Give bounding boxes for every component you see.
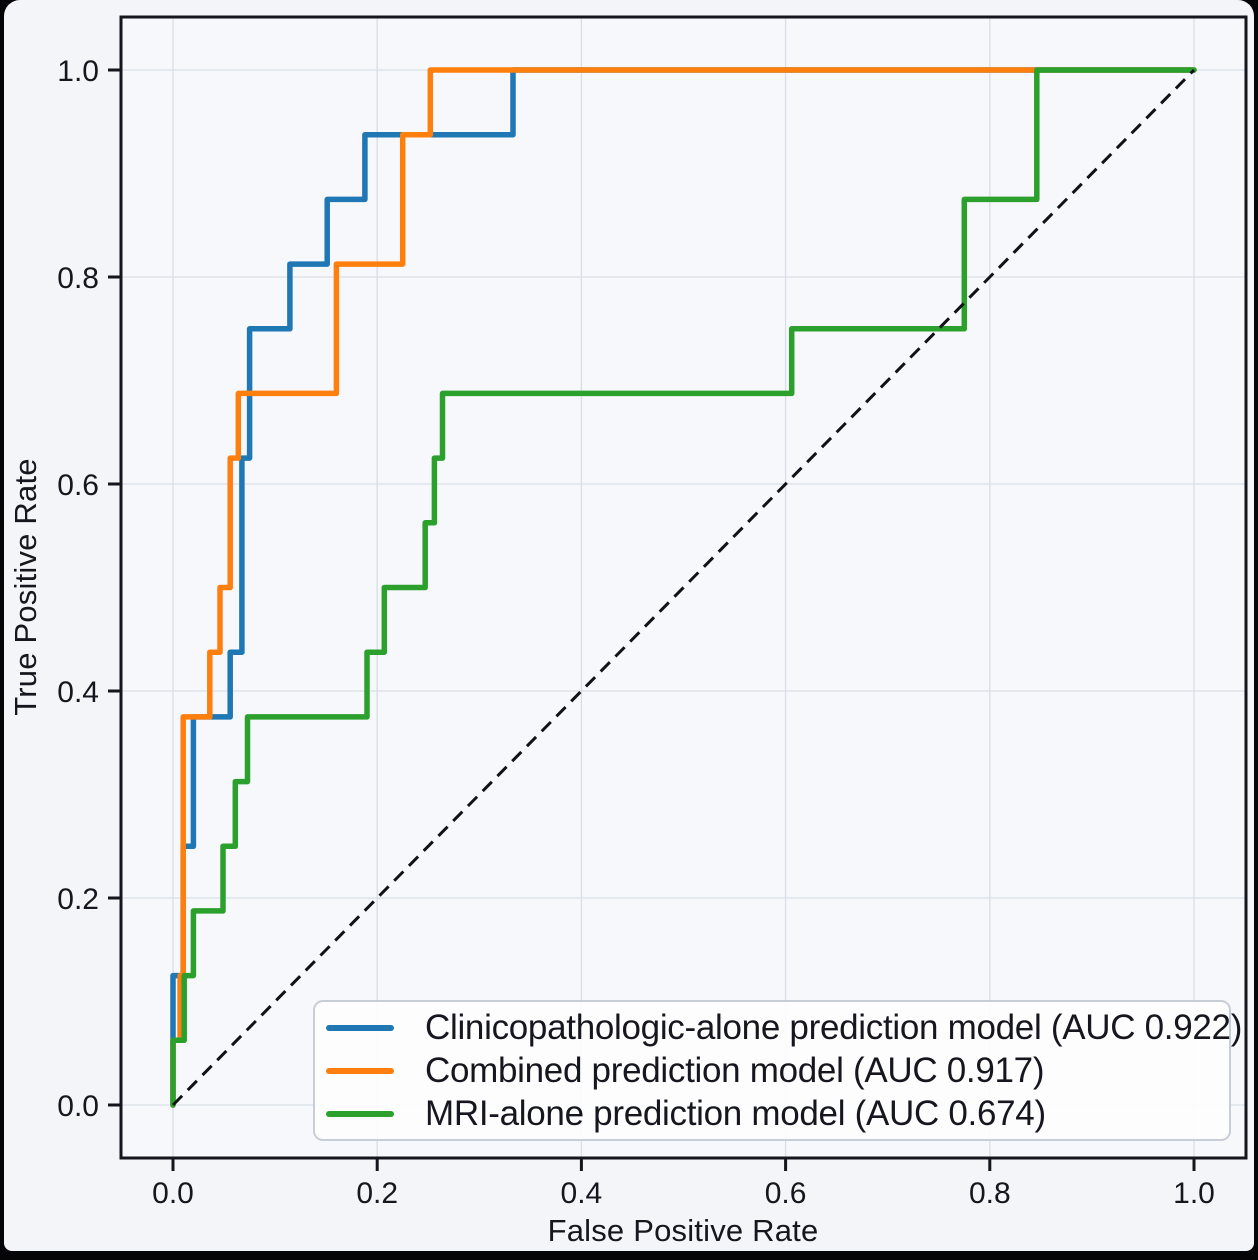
tick-label: 0.2 — [57, 883, 99, 916]
tick-label: 1.0 — [57, 55, 99, 88]
legend-item-combined: Combined prediction model (AUC 0.917) — [315, 1051, 1229, 1091]
tick-label: 0.8 — [57, 262, 99, 295]
legend-item-clinicopathologic: Clinicopathologic-alone prediction model… — [315, 1008, 1242, 1048]
roc-curve-0 — [170, 67, 1197, 1108]
tick-label: 0.2 — [356, 1177, 398, 1210]
tick-label: 0.8 — [969, 1177, 1011, 1210]
legend-line-swatch-green — [326, 1110, 394, 1117]
legend: Clinicopathologic-alone prediction model… — [313, 1000, 1242, 1141]
tick-label: 0.4 — [561, 1177, 603, 1210]
roc-curve-1 — [170, 67, 1197, 1108]
legend-line-swatch-blue — [326, 1024, 394, 1031]
x-axis-label: False Positive Rate — [547, 1213, 819, 1248]
chance-diagonal-line — [171, 68, 1196, 1107]
tick-label: 0.6 — [765, 1177, 807, 1210]
tick-label: 0.6 — [57, 469, 99, 502]
legend-item-mri: MRI-alone prediction model (AUC 0.674) — [315, 1094, 1229, 1134]
tick-label: 0.4 — [57, 676, 99, 709]
tick-label: 0.0 — [152, 1177, 194, 1210]
tick-label: 0.0 — [57, 1090, 99, 1123]
legend-label: MRI-alone prediction model (AUC 0.674) — [425, 1093, 1046, 1133]
legend-label: Combined prediction model (AUC 0.917) — [425, 1050, 1045, 1090]
roc-curve-2 — [170, 67, 1197, 1108]
axes-frame — [119, 15, 1248, 1160]
tick-label: 1.0 — [1173, 1177, 1215, 1210]
legend-label: Clinicopathologic-alone prediction model… — [425, 1007, 1243, 1047]
y-axis-label: True Positive Rate — [8, 458, 43, 716]
legend-line-swatch-orange — [326, 1067, 394, 1074]
